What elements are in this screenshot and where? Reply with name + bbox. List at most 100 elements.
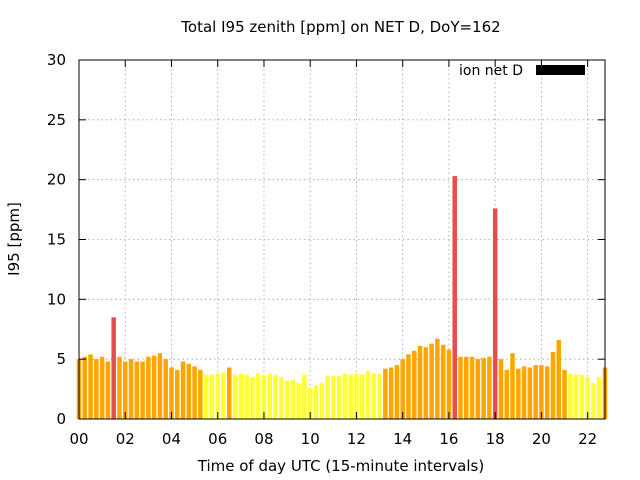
x-tick-label: 22 <box>578 430 597 448</box>
bar <box>568 373 573 419</box>
x-tick-label: 20 <box>532 430 551 448</box>
bar <box>105 361 111 419</box>
bar <box>585 377 590 419</box>
x-tick-label: 00 <box>69 430 88 448</box>
bar <box>544 366 550 419</box>
x-tick-label: 18 <box>486 430 505 448</box>
bar <box>209 374 215 419</box>
bar <box>435 338 440 419</box>
legend-label: ion net D <box>459 63 523 79</box>
x-axis-label: Time of day UTC (15-minute intervals) <box>197 457 484 475</box>
bar <box>591 383 596 419</box>
bar <box>169 367 174 419</box>
bar <box>388 367 394 419</box>
bar <box>94 359 99 419</box>
bar <box>279 377 284 419</box>
bar <box>487 356 492 419</box>
chart-title: Total I95 zenith [ppm] on NET D, DoY=162 <box>180 18 500 36</box>
x-tick-label: 06 <box>208 430 227 448</box>
y-tick-labels: 0 5 10 15 20 25 30 <box>47 51 66 428</box>
x-tick-labels: 00 02 04 06 08 10 12 14 16 18 20 22 <box>69 430 597 448</box>
legend: ion net D <box>459 63 585 79</box>
bar <box>88 354 93 419</box>
y-tick-label: 20 <box>47 171 66 189</box>
bar <box>198 369 203 419</box>
bar <box>284 380 290 419</box>
y-axis-label: I95 [ppm] <box>5 202 23 276</box>
bar <box>192 366 197 419</box>
bar <box>573 374 579 419</box>
bar <box>400 359 405 419</box>
bar <box>146 356 151 419</box>
bar <box>521 366 527 419</box>
bar <box>475 359 481 419</box>
bar <box>348 374 353 419</box>
bar <box>458 356 463 419</box>
bar <box>99 356 105 419</box>
bar <box>175 369 180 419</box>
bar <box>377 373 382 419</box>
bar <box>527 367 533 419</box>
x-tick-label: 02 <box>116 430 135 448</box>
bar <box>365 371 371 419</box>
bar <box>331 375 336 419</box>
bar <box>117 356 122 419</box>
x-tick-label: 10 <box>301 430 320 448</box>
bar <box>423 347 429 419</box>
ticks <box>78 59 605 420</box>
bar <box>359 374 365 419</box>
bar <box>238 373 244 419</box>
bar <box>383 368 388 419</box>
x-tick-label: 08 <box>254 430 273 448</box>
bar <box>273 374 278 419</box>
y-tick-label: 15 <box>47 231 66 249</box>
bar <box>452 176 457 419</box>
bar <box>510 353 515 419</box>
bar <box>533 365 538 419</box>
bar <box>446 349 452 419</box>
bar <box>481 357 486 419</box>
bar <box>336 375 342 419</box>
y-tick-label: 25 <box>47 111 66 129</box>
x-tick-label: 14 <box>393 430 412 448</box>
bar <box>296 383 301 419</box>
bar <box>140 361 145 419</box>
y-tick-label: 10 <box>47 290 66 308</box>
bar <box>464 356 469 419</box>
bar <box>492 208 498 419</box>
bar <box>406 354 411 419</box>
bar <box>122 361 128 419</box>
bar <box>261 375 267 419</box>
bars <box>76 176 608 419</box>
bar <box>250 377 255 419</box>
bar <box>469 356 475 419</box>
bar <box>539 365 544 419</box>
bar <box>394 365 400 419</box>
bar <box>307 387 313 419</box>
bar <box>354 373 359 419</box>
y-tick-label: 0 <box>56 410 66 428</box>
grid <box>79 60 605 419</box>
bar <box>151 355 157 419</box>
bar <box>498 359 504 419</box>
x-tick-label: 16 <box>439 430 458 448</box>
bar <box>186 363 192 419</box>
x-tick-label: 12 <box>347 430 366 448</box>
y-tick-label: 5 <box>56 350 66 368</box>
bar <box>440 344 446 419</box>
bar <box>504 369 509 419</box>
legend-swatch <box>536 65 585 75</box>
bar <box>429 343 434 419</box>
bar <box>203 374 209 419</box>
bar <box>157 353 163 419</box>
bar <box>290 379 296 419</box>
bar <box>111 317 116 419</box>
bar <box>134 361 140 419</box>
bar <box>255 373 261 419</box>
bar <box>180 361 186 419</box>
bar <box>302 374 307 419</box>
bar <box>82 356 88 419</box>
bar <box>215 373 220 419</box>
bar <box>417 346 423 419</box>
